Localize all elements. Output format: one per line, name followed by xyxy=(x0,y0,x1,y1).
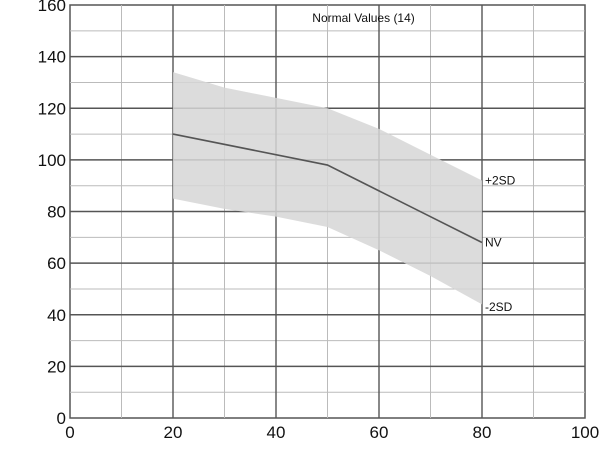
y-tick-label: 40 xyxy=(47,306,66,325)
y-tick-label: 60 xyxy=(47,254,66,273)
y-tick-label: 160 xyxy=(38,0,66,15)
sd-band-area xyxy=(173,72,482,305)
band-annotation: -2SD xyxy=(485,300,513,314)
x-axis-tick-labels: 0 20 40 60 80 100 xyxy=(65,423,599,442)
y-tick-label: 0 xyxy=(57,409,66,428)
band-annotations: +2SD NV -2SD xyxy=(485,174,516,314)
band-annotation: +2SD xyxy=(485,174,516,188)
x-tick-label: 40 xyxy=(267,423,286,442)
x-tick-label: 80 xyxy=(473,423,492,442)
x-tick-label: 100 xyxy=(571,423,599,442)
y-axis-tick-labels: 0 20 40 60 80 100 120 140 160 xyxy=(38,0,66,428)
y-tick-label: 100 xyxy=(38,151,66,170)
x-tick-label: 20 xyxy=(164,423,183,442)
x-tick-label: 60 xyxy=(370,423,389,442)
nv-line xyxy=(172,133,483,244)
y-tick-label: 80 xyxy=(47,203,66,222)
x-tick-label: 0 xyxy=(65,423,74,442)
y-tick-label: 20 xyxy=(47,357,66,376)
y-tick-label: 120 xyxy=(38,99,66,118)
y-tick-label: 140 xyxy=(38,48,66,67)
band-annotation: NV xyxy=(485,235,502,249)
chart-title: Normal Values (14) xyxy=(312,11,414,25)
